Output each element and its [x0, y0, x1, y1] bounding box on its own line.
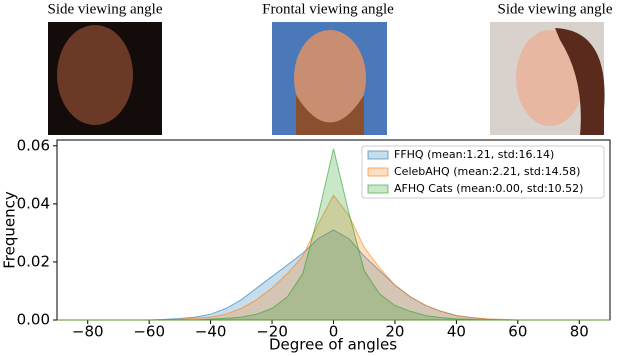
y-axis-label: Frequency	[1, 191, 19, 269]
y-tick-label: 0.06	[17, 136, 50, 154]
y-tick-label: 0.02	[17, 252, 50, 270]
density-area	[57, 148, 610, 321]
legend-swatch	[367, 184, 389, 194]
legend-swatch	[367, 167, 389, 177]
x-tick-label: 40	[447, 323, 466, 341]
legend-swatch	[367, 150, 389, 160]
face	[57, 25, 133, 125]
x-tick-label: −60	[133, 323, 165, 341]
legend-box	[361, 145, 605, 199]
image-caption: Side viewing angle	[498, 1, 613, 17]
x-tick-label: 20	[385, 323, 404, 341]
image-caption: Frontal viewing angle	[262, 1, 394, 17]
legend: FFHQ (mean:1.21, std:16.14) CelebAHQ (mea…	[361, 145, 605, 199]
face	[294, 30, 366, 126]
x-tick-label: −20	[256, 323, 288, 341]
x-tick-label: 80	[570, 323, 589, 341]
x-tick-label: 60	[508, 323, 527, 341]
x-axis-label: Degree of angles	[269, 336, 397, 354]
beard	[296, 95, 364, 135]
y-tick-label: 0.00	[17, 311, 50, 329]
legend-label: AFHQ Cats (mean:0.00, std:10.52)	[394, 182, 583, 195]
image-caption: Side viewing angle	[48, 1, 163, 17]
legend-label: FFHQ (mean:1.21, std:16.14)	[394, 148, 554, 161]
face	[516, 30, 584, 126]
legend-label: CelebAHQ (mean:2.21, std:14.58)	[394, 165, 580, 178]
y-tick-label: 0.04	[17, 194, 50, 212]
x-tick-label: −80	[72, 323, 104, 341]
hair	[555, 28, 605, 135]
x-tick-label: −40	[195, 323, 227, 341]
photos	[48, 22, 605, 135]
x-tick-label: 0	[329, 323, 339, 341]
